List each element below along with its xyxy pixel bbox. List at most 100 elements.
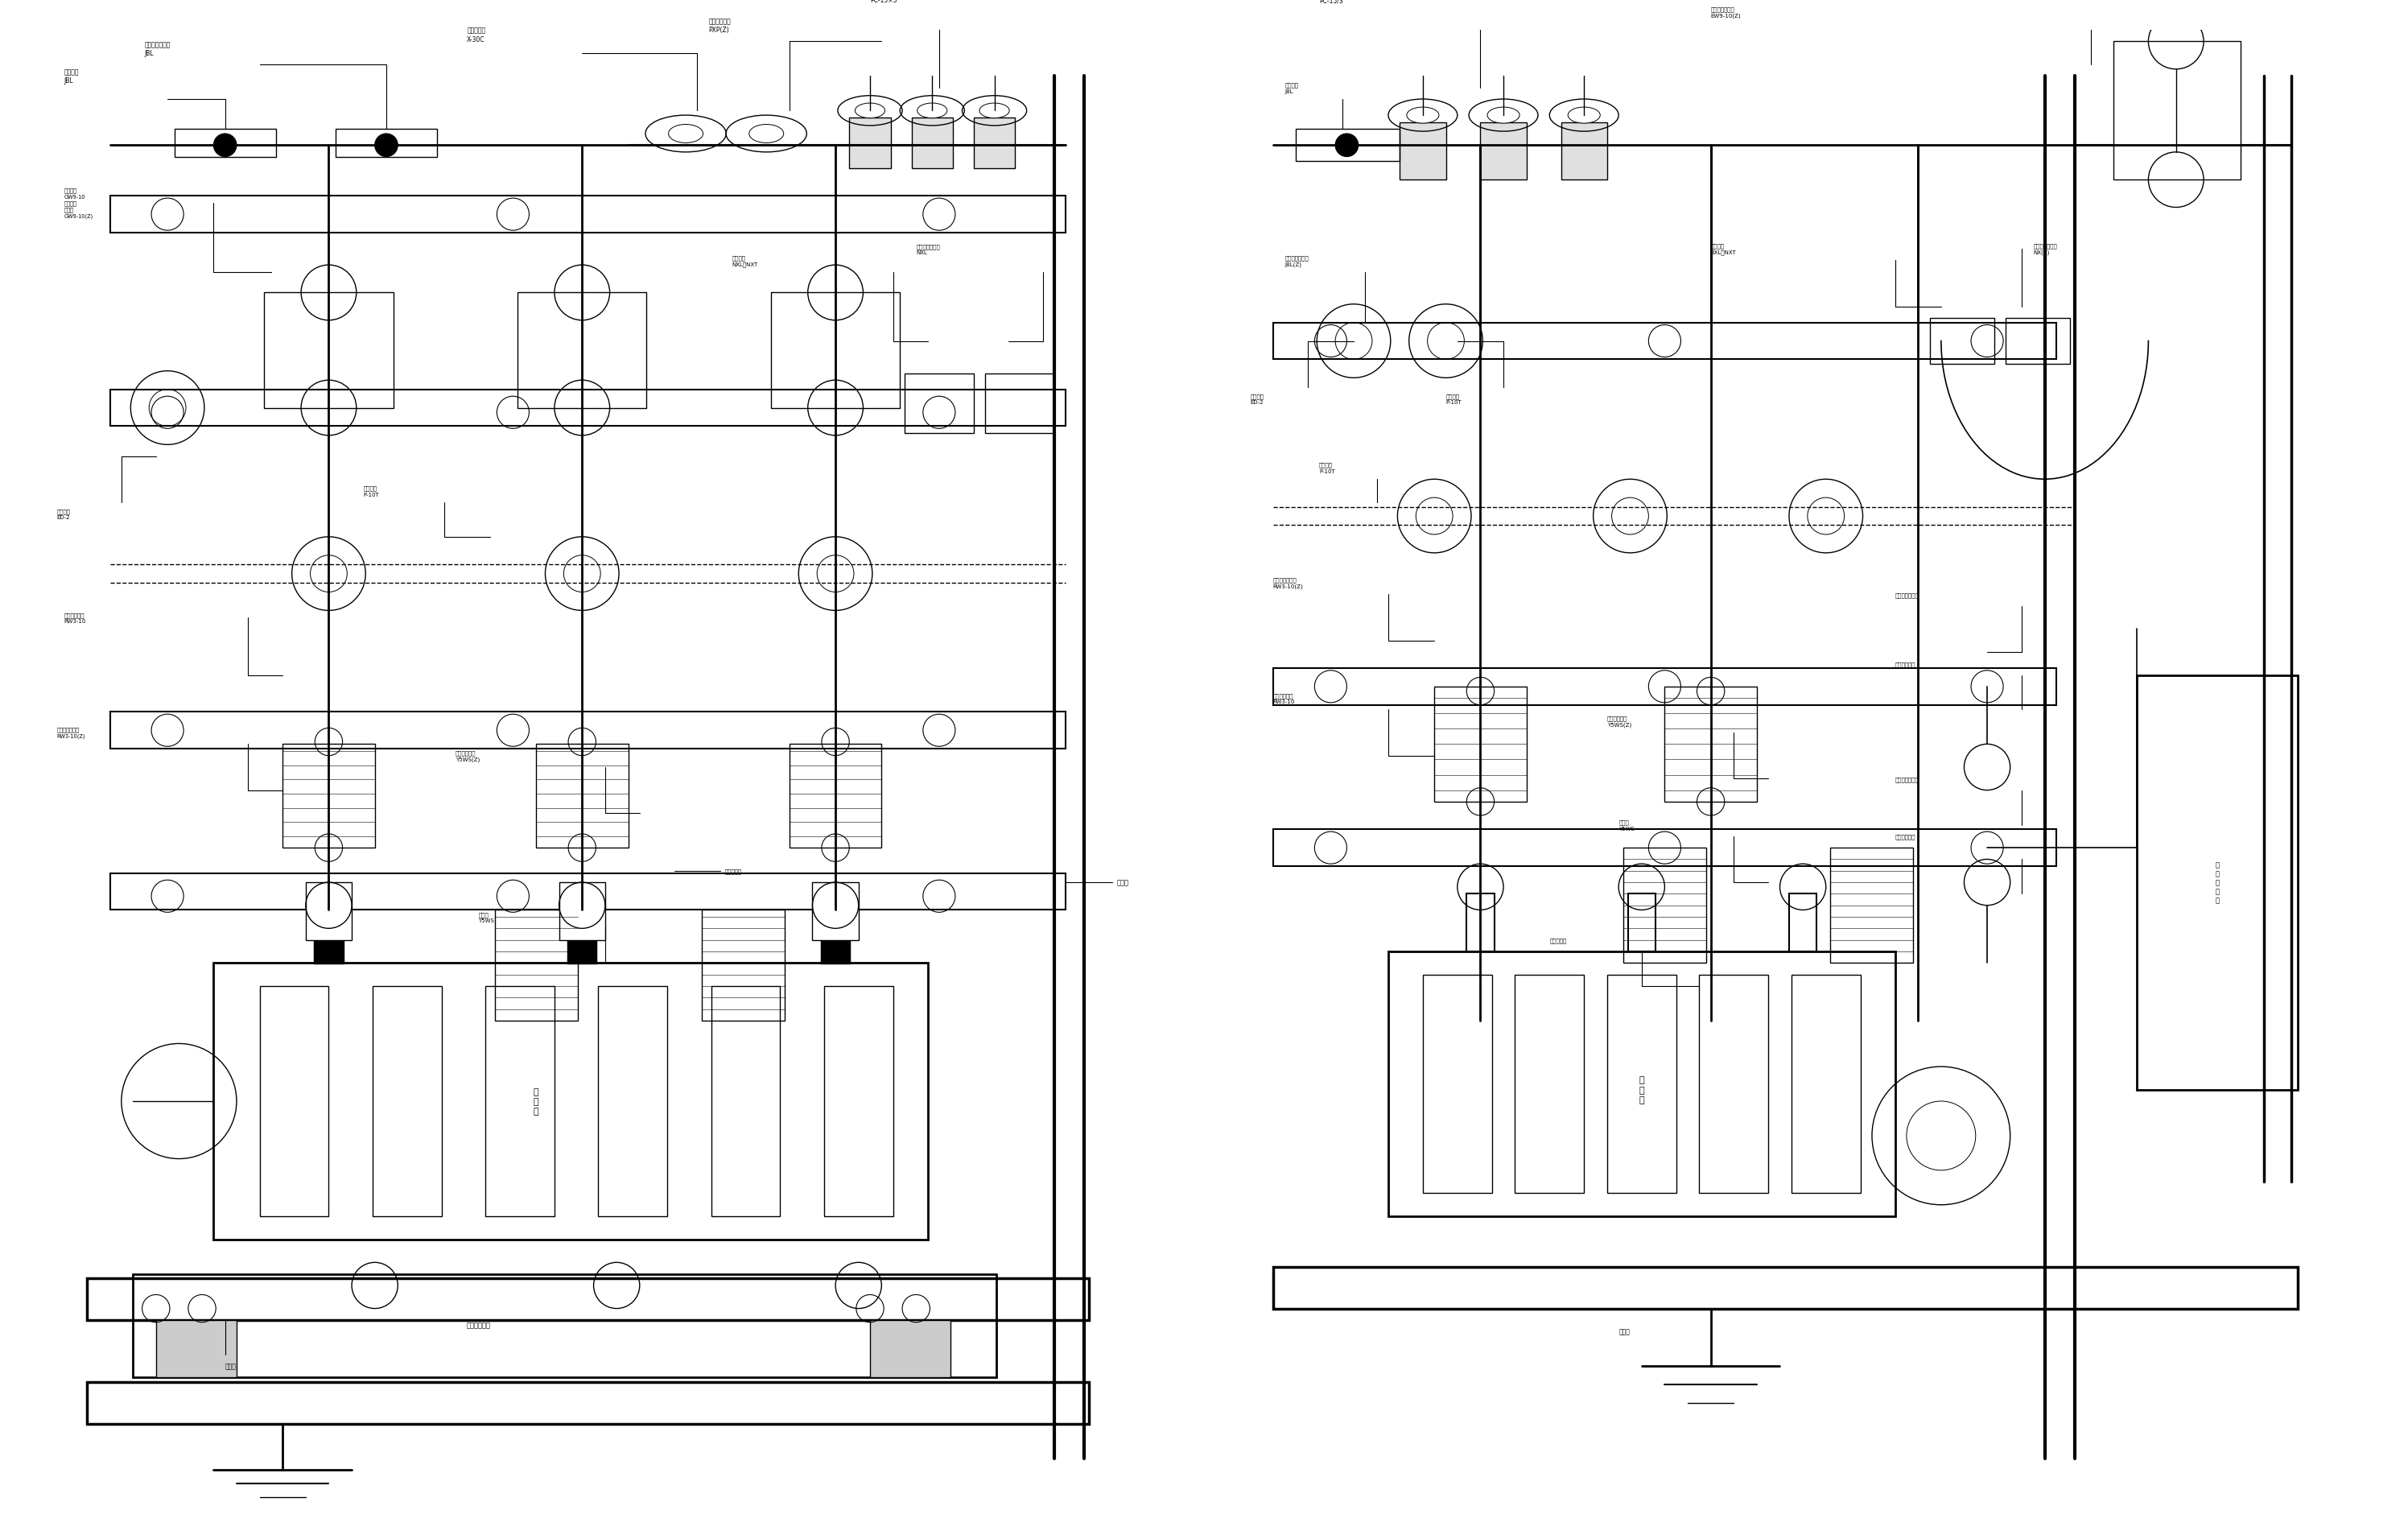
- Text: 变
压
器: 变 压 器: [1640, 1076, 1645, 1104]
- Text: 跌落式熔断器
RW3-10: 跌落式熔断器 RW3-10: [1274, 692, 1296, 705]
- Bar: [1929, 319, 1994, 365]
- Bar: [1700, 975, 1767, 1194]
- Bar: [111, 196, 1067, 233]
- Text: 高压桩头罩: 高压桩头罩: [725, 869, 742, 873]
- Bar: [1466, 893, 1495, 952]
- Bar: [306, 883, 352, 939]
- Bar: [1830, 849, 1914, 964]
- Bar: [824, 987, 893, 1216]
- Bar: [214, 964, 927, 1240]
- Text: 避雷器绝缘罩
Y5WS(Z): 避雷器绝缘罩 Y5WS(Z): [1606, 715, 1633, 728]
- Bar: [518, 293, 648, 408]
- Bar: [486, 987, 554, 1216]
- Bar: [1560, 123, 1606, 181]
- Bar: [1606, 975, 1676, 1194]
- Circle shape: [1336, 135, 1358, 158]
- Text: 电线杆: 电线杆: [1117, 880, 1129, 886]
- Bar: [821, 906, 850, 964]
- Bar: [1399, 123, 1445, 181]
- Ellipse shape: [917, 104, 946, 118]
- Bar: [710, 987, 780, 1216]
- Bar: [1481, 123, 1527, 181]
- Text: 碟式瓷瓶
ED-2: 碟式瓷瓶 ED-2: [58, 508, 70, 520]
- Bar: [494, 910, 578, 1021]
- Bar: [1515, 975, 1584, 1194]
- Bar: [559, 883, 604, 939]
- Ellipse shape: [980, 104, 1009, 118]
- Text: 碟式瓷瓶
P-10T: 碟式瓷瓶 P-10T: [1445, 393, 1462, 405]
- Text: 盘形绝缘子罩
PXP(Z): 盘形绝缘子罩 PXP(Z): [708, 18, 732, 34]
- Text: 跌落式熔断器
RW3-10: 跌落式熔断器 RW3-10: [65, 612, 87, 623]
- Bar: [1623, 849, 1707, 964]
- Text: 避雷器
Y5WS: 避雷器 Y5WS: [479, 912, 494, 923]
- Ellipse shape: [855, 104, 886, 118]
- Text: 跌落式熔断器罩
RW3-10(Z): 跌落式熔断器罩 RW3-10(Z): [58, 728, 87, 738]
- Bar: [132, 1274, 997, 1378]
- Text: 棒形针式绝缘子
PC-15×3: 棒形针式绝缘子 PC-15×3: [869, 0, 896, 5]
- Bar: [373, 987, 441, 1216]
- Bar: [260, 987, 330, 1216]
- Bar: [1423, 975, 1493, 1194]
- Bar: [2114, 43, 2239, 181]
- Text: 并沟线夹
JBL: 并沟线夹 JBL: [65, 69, 79, 84]
- Text: 耐张线夹
NXL、NXT: 耐张线夹 NXL、NXT: [732, 255, 759, 267]
- Bar: [111, 390, 1067, 427]
- Text: 接地线: 接地线: [1618, 1328, 1630, 1335]
- Bar: [913, 118, 954, 169]
- Bar: [537, 744, 628, 847]
- Bar: [850, 118, 891, 169]
- Text: 变
压
器: 变 压 器: [532, 1087, 539, 1116]
- Text: 避雷器
Y5WS: 避雷器 Y5WS: [1618, 820, 1635, 830]
- Text: 并沟线夹绝缘罩
JBL: 并沟线夹绝缘罩 JBL: [144, 41, 171, 57]
- Text: 设备保护接头: 设备保护接头: [1895, 662, 1914, 666]
- Bar: [1274, 669, 2056, 706]
- Text: 碟式瓷瓶
P-10T: 碟式瓷瓶 P-10T: [364, 485, 378, 497]
- Bar: [811, 883, 860, 939]
- Bar: [1435, 688, 1527, 803]
- Bar: [111, 712, 1067, 749]
- Bar: [905, 375, 973, 434]
- Circle shape: [376, 135, 397, 158]
- Text: 高压桩头罩: 高压桩头罩: [1548, 938, 1568, 942]
- Bar: [701, 910, 785, 1021]
- Bar: [1628, 893, 1654, 952]
- Text: 盘形绝缘子
X-30C: 盘形绝缘子 X-30C: [467, 28, 486, 43]
- Bar: [111, 873, 1067, 910]
- Bar: [157, 1320, 236, 1378]
- Bar: [2136, 675, 2297, 1090]
- Bar: [335, 130, 436, 158]
- Ellipse shape: [749, 126, 783, 144]
- Text: 设备保护接头: 设备保护接头: [1895, 834, 1914, 840]
- Ellipse shape: [1406, 107, 1440, 124]
- Bar: [2006, 319, 2071, 365]
- Bar: [1296, 130, 1399, 163]
- Text: 碟式瓷瓶
ED-2: 碟式瓷瓶 ED-2: [1250, 393, 1264, 405]
- Bar: [1274, 324, 2056, 361]
- Text: 并沟线夹绝缘罩
JBL(Z): 并沟线夹绝缘罩 JBL(Z): [1283, 255, 1308, 267]
- Text: 棒形针式绝缘子
PC-15/3: 棒形针式绝缘子 PC-15/3: [1320, 0, 1346, 5]
- Bar: [985, 375, 1055, 434]
- Text: 并沟线火
JBL: 并沟线火 JBL: [1283, 83, 1298, 94]
- Text: 耐张线夹绝缘罩
NX(Z): 耐张线夹绝缘罩 NX(Z): [2032, 244, 2056, 255]
- Bar: [265, 293, 393, 408]
- Text: 设备保护接头罩: 设备保护接头罩: [1895, 593, 1919, 597]
- Text: 隔离开关绝缘罩
EW9-10(Z): 隔离开关绝缘罩 EW9-10(Z): [1710, 6, 1741, 18]
- Circle shape: [214, 135, 236, 158]
- Text: 跌落式熔断器罩
RW3-10(Z): 跌落式熔断器罩 RW3-10(Z): [1274, 577, 1303, 589]
- Text: 公用变综合箱: 公用变综合箱: [467, 1322, 491, 1328]
- Ellipse shape: [1568, 107, 1601, 124]
- Bar: [315, 906, 342, 964]
- Bar: [87, 1382, 1088, 1424]
- Bar: [973, 118, 1016, 169]
- Bar: [1389, 952, 1895, 1216]
- Bar: [1664, 688, 1758, 803]
- Bar: [771, 293, 901, 408]
- Ellipse shape: [1488, 107, 1519, 124]
- Bar: [1274, 1268, 2297, 1308]
- Bar: [87, 1279, 1088, 1320]
- Bar: [869, 1320, 951, 1378]
- Text: 耐张线夹
BXL、NXT: 耐张线夹 BXL、NXT: [1710, 244, 1736, 255]
- Bar: [790, 744, 881, 847]
- Bar: [1789, 893, 1816, 952]
- Text: 耐张线夹绝缘罩
NXL: 耐张线夹绝缘罩 NXL: [915, 244, 939, 255]
